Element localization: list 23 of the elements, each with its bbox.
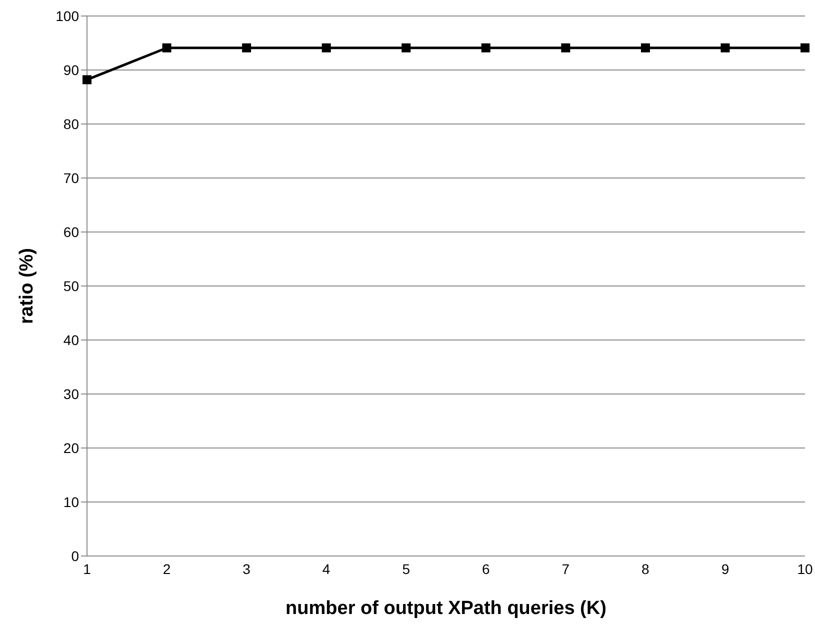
y-tick-label: 20 bbox=[63, 440, 80, 456]
y-tick-label: 50 bbox=[63, 278, 80, 294]
y-tick-label: 100 bbox=[56, 8, 80, 24]
y-tick-label: 80 bbox=[63, 116, 80, 132]
y-tick-label: 30 bbox=[63, 386, 80, 402]
y-tick-label: 60 bbox=[63, 224, 80, 240]
x-tick-label: 2 bbox=[162, 560, 171, 577]
x-tick-label: 6 bbox=[482, 560, 490, 577]
y-axis-title: ratio (%) bbox=[16, 248, 38, 324]
y-tick-label: 70 bbox=[63, 170, 80, 186]
x-tick-label: 1 bbox=[83, 560, 92, 577]
x-tick-label: 3 bbox=[242, 560, 251, 577]
x-tick-label: 10 bbox=[797, 560, 813, 577]
x-tick-label: 8 bbox=[642, 560, 650, 577]
y-tick-label: 10 bbox=[63, 494, 80, 510]
x-tick-label: 4 bbox=[322, 560, 330, 577]
x-tick-label: 9 bbox=[721, 560, 730, 577]
x-axis-title: number of output XPath queries (K) bbox=[286, 598, 606, 619]
y-tick-label: 0 bbox=[71, 548, 80, 564]
y-tick-label: 90 bbox=[63, 62, 80, 78]
y-tick-label: 40 bbox=[63, 332, 80, 348]
x-tick-label: 5 bbox=[402, 560, 410, 577]
x-tick-label: 7 bbox=[562, 560, 570, 577]
